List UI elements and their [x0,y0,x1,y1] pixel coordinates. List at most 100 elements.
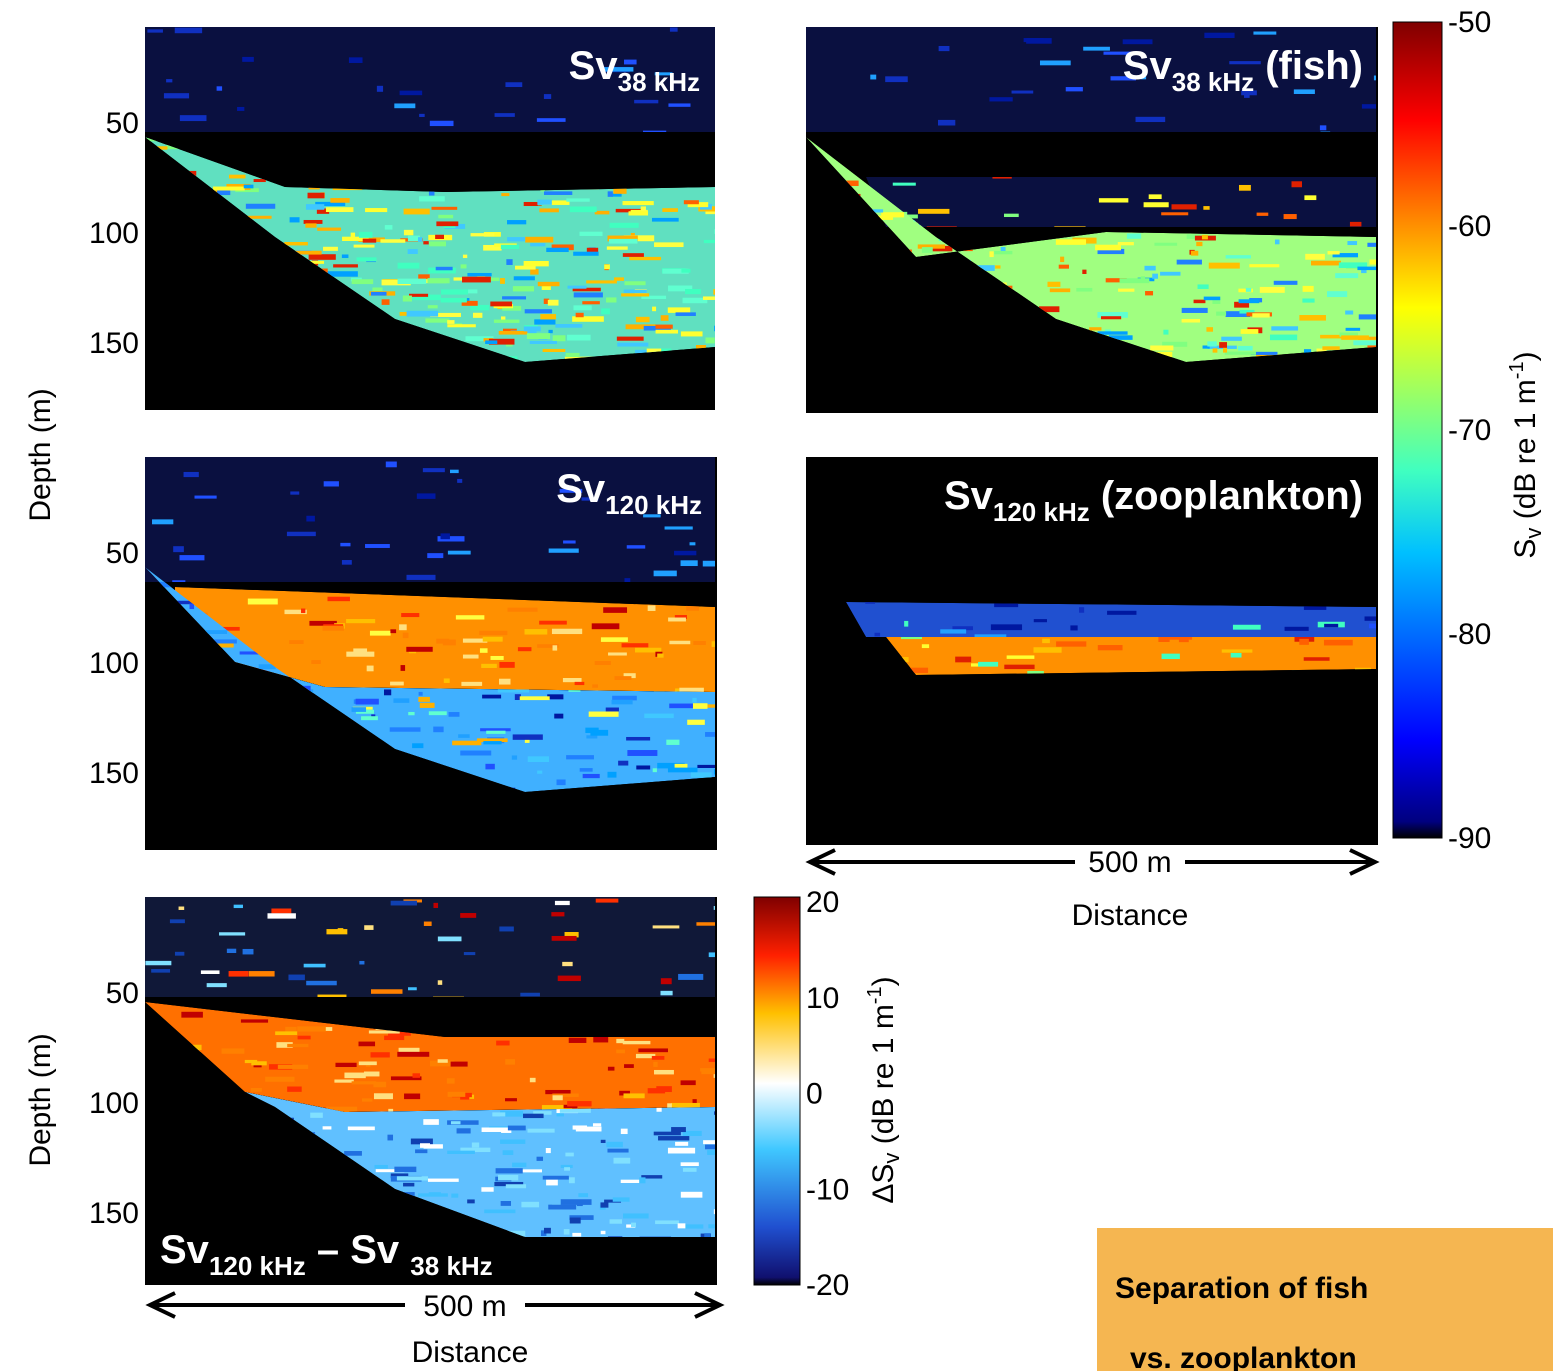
label-sub: 38 kHz [1172,67,1254,97]
echo-streak [244,185,254,189]
echo-streak [371,1052,390,1057]
echo-streak [652,307,656,312]
echo-streak [690,542,696,545]
echo-streak [638,1048,668,1052]
echo-streak [608,1067,615,1071]
echo-streak [338,928,344,933]
echo-streak [408,987,417,990]
echo-streak [557,1113,564,1116]
echo-streak [418,697,430,702]
echo-streak [306,516,315,522]
echo-streak [624,60,637,65]
echo-streak [365,544,390,548]
colorbar-tick-label: 10 [806,982,839,1015]
echo-streak [678,1223,686,1228]
echo-streak [539,208,558,212]
echo-streak [658,1136,689,1140]
colorbar-tick-label: -70 [1448,414,1491,447]
echo-streak [989,97,1012,101]
echo-streak [569,1038,587,1043]
echo-streak [1335,273,1358,278]
echo-streak [994,251,1012,254]
echo-streak [374,1093,393,1099]
echo-streak [1350,222,1361,227]
echo-streak [552,629,582,634]
echo-streak [544,191,572,195]
echo-streak [500,1139,525,1143]
echo-streak [661,315,669,321]
echo-streak [349,57,363,63]
echo-streak [327,597,349,601]
echo-streak [716,1252,747,1257]
echo-streak [621,293,649,296]
echo-streak [1152,274,1158,279]
echo-streak [1098,331,1128,334]
echo-streak [441,289,468,294]
echo-streak [390,727,421,731]
echo-streak [400,91,423,96]
echo-streak [506,1184,526,1188]
echo-streak [681,1192,703,1198]
echo-streak [393,698,409,703]
echo-streak [1222,649,1253,652]
echo-streak [1144,266,1155,271]
echo-streak [1219,342,1227,348]
echo-streak [251,1061,266,1065]
echo-streak [1150,345,1173,350]
echo-streak [353,648,367,653]
echo-streak [608,652,627,655]
echo-streak [527,333,550,339]
echo-streak [457,1128,471,1133]
colorbar [754,897,800,1285]
echo-streak [390,682,404,686]
echo-streak [595,661,611,665]
echo-streak [570,206,597,212]
axis-title: Distance [1072,899,1189,932]
echo-streak [408,712,414,715]
echo-streak [1303,286,1314,292]
echo-streak [483,637,503,642]
echo-streak [530,269,538,275]
echo-streak [391,901,417,906]
echo-streak [500,278,505,284]
echo-streak [575,682,585,685]
label-name: Sv [1123,44,1173,88]
echo-streak [357,257,377,261]
echo-streak [568,286,587,289]
echo-streak [1089,327,1101,330]
echo-streak [436,267,453,270]
echo-streak [499,926,513,931]
echo-streak [540,314,556,319]
echo-streak [479,631,507,635]
echo-streak [1207,341,1216,346]
echo-streak [415,1149,427,1153]
echo-streak [287,532,316,536]
echo-streak [629,257,661,260]
label-name: Sv [160,1228,210,1272]
echo-streak [1050,288,1070,292]
y-tick-label: 150 [89,757,139,790]
echo-streak [1246,288,1251,292]
echo-streak [714,326,729,332]
echo-streak [601,1231,606,1234]
echo-streak [703,561,717,567]
echo-streak [520,696,550,700]
echo-streak [641,206,646,211]
colorbar-title: ΔSv (dB re 1 m-1) [864,976,904,1203]
colorbar-tick-label: -60 [1448,210,1491,243]
echo-streak [610,223,639,228]
label-name: Sv [556,467,606,511]
echo-streak [938,120,955,126]
echo-streak [652,218,679,222]
echo-streak [713,289,726,295]
echo-streak [714,1074,745,1078]
echo-streak [483,741,501,744]
echo-streak [703,296,726,300]
echo-streak [648,605,656,611]
echo-streak [586,735,597,738]
echo-streak [151,969,170,973]
echo-streak [714,229,746,234]
echo-streak [593,1036,608,1042]
echo-streak [1209,263,1240,269]
echo-streak [656,330,678,334]
